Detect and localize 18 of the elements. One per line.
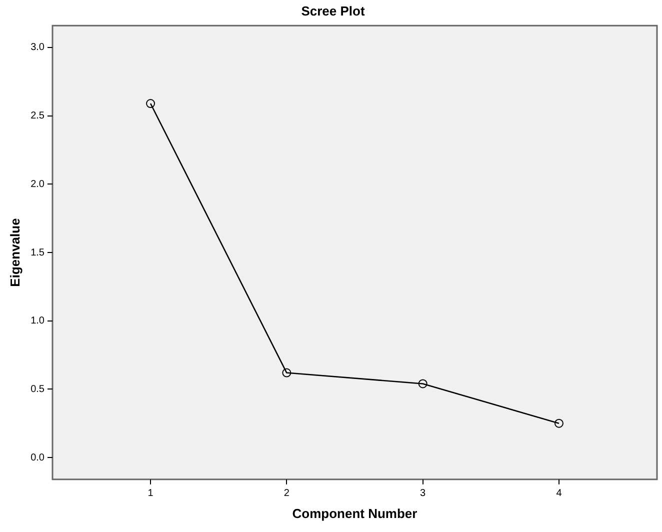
y-axis-title: Eigenvalue: [7, 218, 22, 287]
point: [418, 379, 428, 388]
y-tick-label: 2.0: [30, 178, 45, 190]
y-tick-label: 0.5: [30, 384, 45, 395]
x-tick-label: 1: [148, 488, 154, 500]
y-tick-label: 3.0: [30, 42, 45, 54]
x-tick-label: 3: [420, 488, 426, 500]
y-tick-label: 0.0: [30, 452, 45, 464]
x-axis-title: Component Number: [292, 506, 418, 521]
chart-title: Scree Plot: [301, 3, 366, 18]
y-tick-label: 1.0: [30, 316, 45, 327]
point: [554, 418, 564, 428]
x-tick-label: 4: [556, 488, 562, 500]
y-tick-label: 1.5: [30, 247, 45, 258]
x-tick-label: 2: [284, 488, 290, 500]
point: [146, 99, 156, 108]
point: [282, 368, 292, 378]
y-tick-label: 2.5: [30, 110, 45, 122]
